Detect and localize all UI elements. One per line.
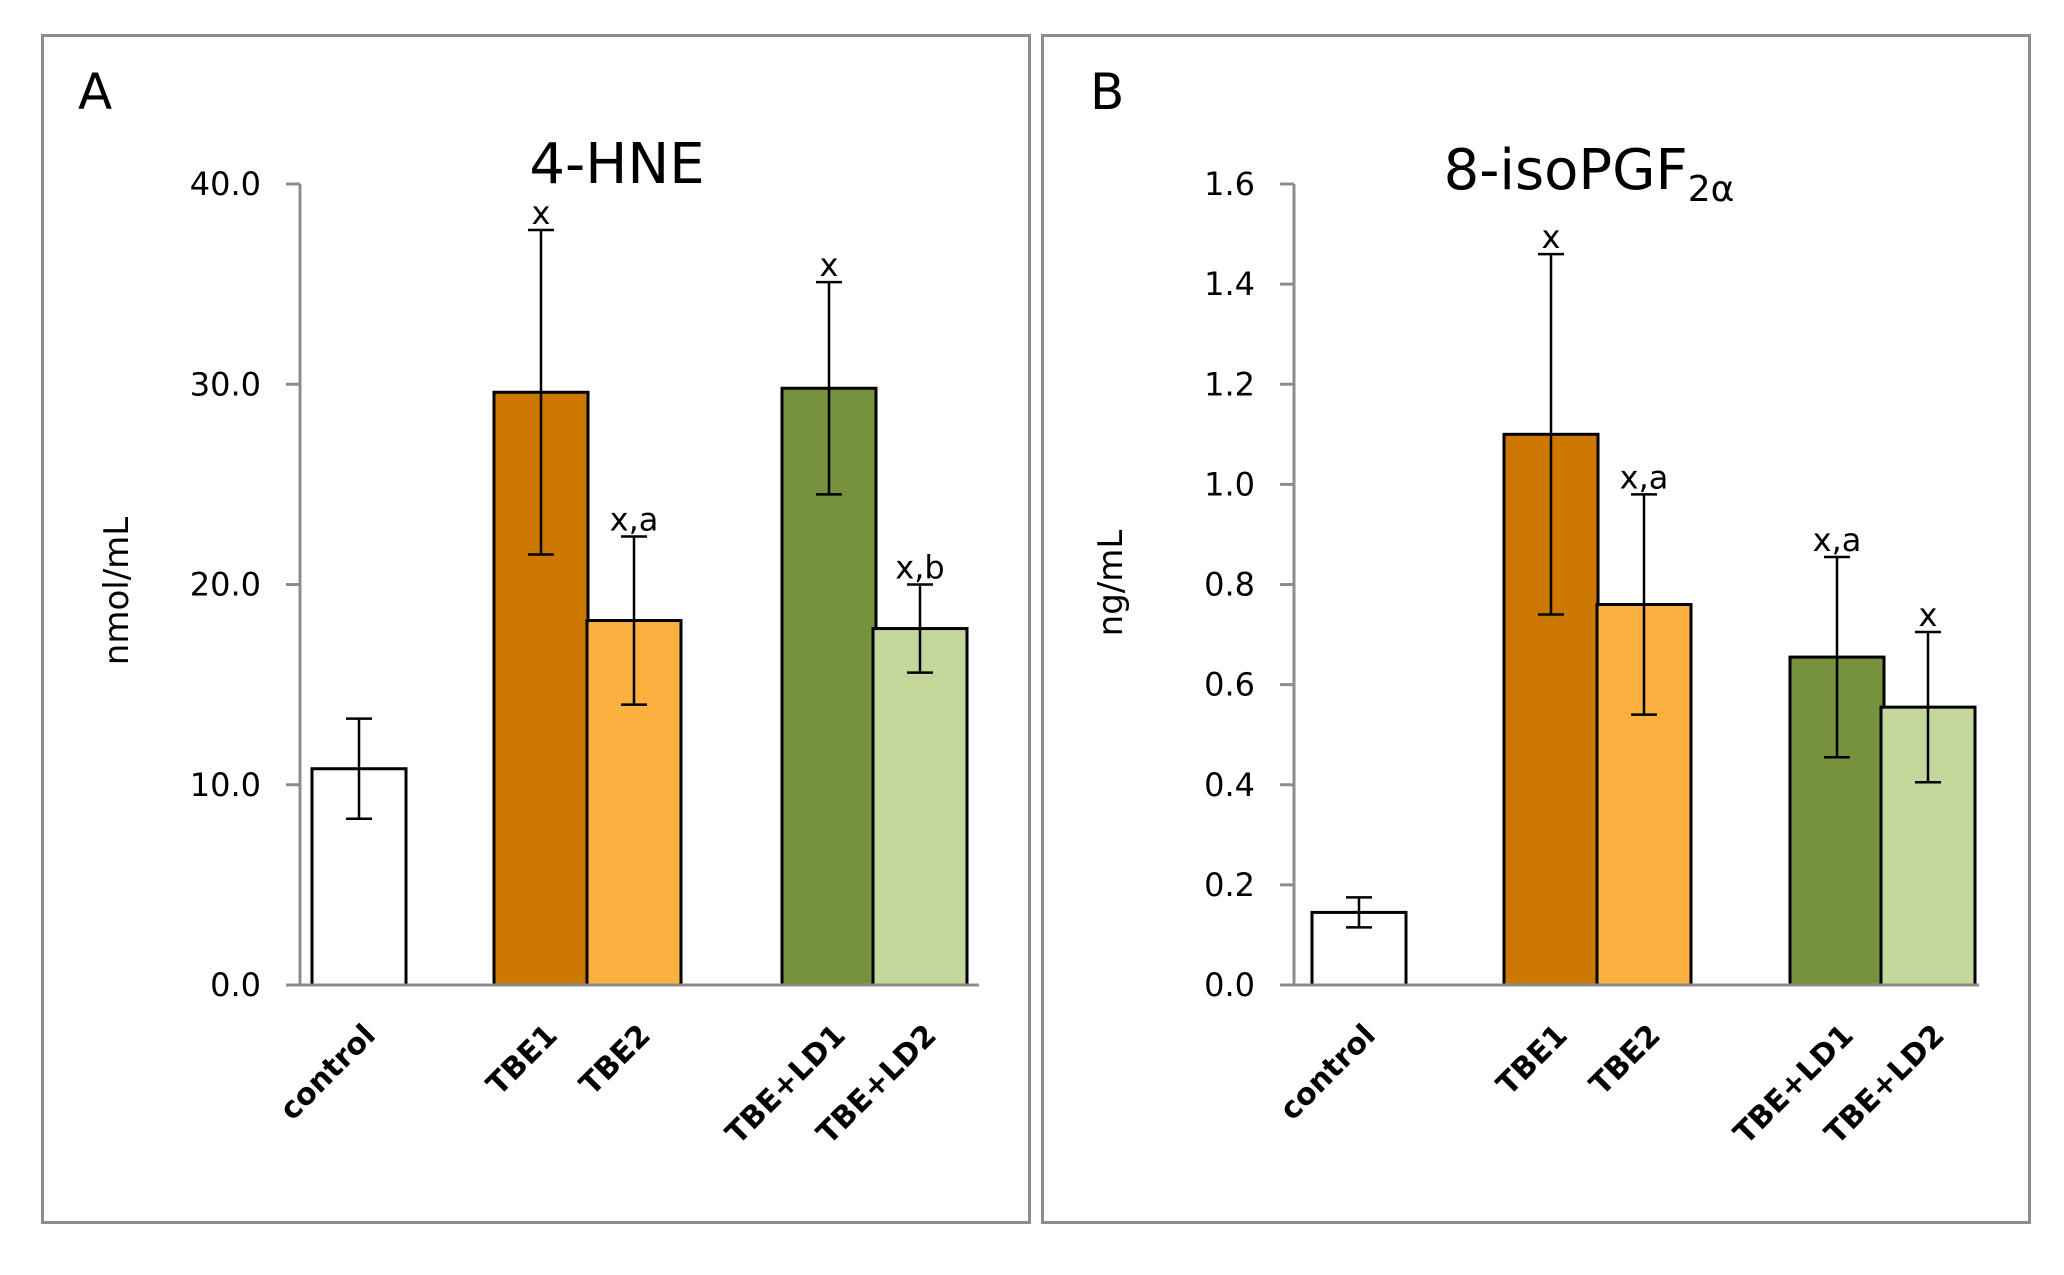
- error-bar-a-0: [346, 717, 372, 821]
- error-bar-b-1: [1538, 252, 1564, 616]
- y-tick-label-b-8: 1.6: [1204, 165, 1255, 203]
- y-tick-label-b-1: 0.2: [1204, 866, 1255, 904]
- y-tick-label-b-4: 0.8: [1204, 566, 1255, 604]
- significance-label-a-1: x: [532, 194, 551, 232]
- category-label-b-2: TBE2: [1583, 1018, 1668, 1103]
- category-label-b-1: TBE1: [1490, 1018, 1575, 1103]
- chart-b-svg: B 8-isoPGF2α ng/mL 0.0 0.2 0.4 0.6 0.8 1.0 1.2…: [1090, 63, 1979, 1151]
- y-tick-label-a-1: 10.0: [190, 766, 261, 804]
- error-bar-b-2: [1631, 493, 1657, 716]
- category-label-a-0: control: [273, 1018, 382, 1127]
- y-tick-label-a-0: 0.0: [210, 966, 261, 1004]
- y-tick-label-b-5: 1.0: [1204, 465, 1255, 503]
- y-tick-label-b-3: 0.6: [1204, 666, 1255, 704]
- error-bar-a-4: [907, 583, 933, 674]
- y-tick-label-b-6: 1.2: [1204, 365, 1255, 403]
- chart-title-a: 4-HNE: [529, 132, 704, 197]
- error-bar-a-2: [621, 535, 647, 706]
- significance-label-b-3: x,a: [1813, 521, 1862, 559]
- plot-area-a: 0.0 10.0 20.0 30.0 40.0 x x,a x x,b control TBE1 TB…: [190, 165, 979, 1151]
- y-tick-label-b-2: 0.4: [1204, 766, 1255, 804]
- category-label-b-0: control: [1273, 1018, 1382, 1127]
- significance-label-a-3: x: [820, 246, 839, 284]
- chart-title-b-subscript: 2α: [1688, 169, 1735, 210]
- y-tick-label-b-7: 1.4: [1204, 265, 1255, 303]
- error-bar-b-4: [1915, 630, 1941, 784]
- y-axis-label-a: nmol/mL: [97, 517, 137, 665]
- chart-title-b: 8-isoPGF2α: [1444, 138, 1735, 210]
- y-axis-label-b: ng/mL: [1091, 530, 1131, 637]
- panel-b: B 8-isoPGF2α ng/mL 0.0 0.2 0.4 0.6 0.8 1.0 1.2…: [1041, 34, 2031, 1224]
- y-tick-label-a-2: 20.0: [190, 566, 261, 604]
- significance-label-b-4: x: [1919, 596, 1938, 634]
- panel-label-a: A: [78, 63, 112, 121]
- y-tick-label-a-4: 40.0: [190, 165, 261, 203]
- category-label-a-1: TBE1: [480, 1018, 565, 1103]
- panel-a: A 4-HNE nmol/mL 0.0 10.0 20.0 30.0 40.0 x x,a x…: [41, 34, 1031, 1224]
- error-bar-b-3: [1824, 555, 1850, 759]
- y-tick-label-b-0: 0.0: [1204, 966, 1255, 1004]
- category-label-a-2: TBE2: [573, 1018, 658, 1103]
- y-tick-label-a-3: 30.0: [190, 365, 261, 403]
- chart-a-svg: A 4-HNE nmol/mL 0.0 10.0 20.0 30.0 40.0 x x,a x…: [78, 63, 979, 1151]
- significance-label-b-1: x: [1542, 218, 1561, 256]
- plot-area-b: 0.0 0.2 0.4 0.6 0.8 1.0 1.2 1.4 1.6 x x,a x,a x contr…: [1204, 165, 1979, 1151]
- significance-label-a-2: x,a: [610, 500, 659, 538]
- significance-label-a-4: x,b: [895, 549, 944, 587]
- panel-label-b: B: [1090, 63, 1124, 121]
- error-bar-b-0: [1346, 896, 1372, 929]
- error-bar-a-3: [816, 280, 842, 496]
- chart-title-b-main: 8-isoPGF: [1444, 138, 1688, 203]
- significance-label-b-2: x,a: [1620, 458, 1669, 496]
- error-bar-a-1: [528, 228, 554, 556]
- bar-a-4: [871, 627, 969, 987]
